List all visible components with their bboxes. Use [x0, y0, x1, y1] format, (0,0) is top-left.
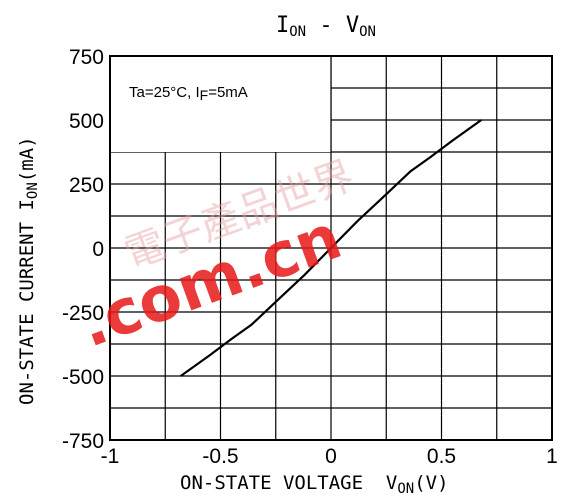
x-tick-label: 0 — [325, 445, 337, 468]
y-tick-label: -500 — [62, 366, 104, 389]
annotation-box — [111, 56, 332, 152]
y-tick-label: -750 — [62, 430, 104, 453]
x-axis-title: ON-STATE VOLTAGE VON(V) — [180, 472, 449, 497]
x-tick-label: -1 — [101, 445, 120, 468]
x-tick-labels: -1 -0.5 0 0.5 1 — [101, 445, 558, 468]
y-tick-label: 750 — [69, 46, 104, 69]
y-tick-label: 500 — [69, 110, 104, 133]
series-line — [180, 119, 482, 377]
annotation-background — [111, 57, 331, 152]
annotation-text: Ta=25°C, IF=5mA — [129, 84, 248, 103]
y-tick-label: 0 — [92, 238, 104, 261]
x-tick-label: 0.5 — [427, 445, 456, 468]
x-tick-label: -0.5 — [202, 445, 238, 468]
curve-group — [180, 119, 482, 377]
y-axis-title: ON-STATE CURRENT ION(mA) — [16, 136, 41, 405]
y-tick-labels: 750 500 250 0 -250 -500 -750 — [62, 46, 104, 453]
y-tick-label: 250 — [69, 174, 104, 197]
chart-title: ION - VON — [276, 13, 376, 40]
y-tick-label: -250 — [62, 302, 104, 325]
x-tick-label: 1 — [546, 445, 558, 468]
